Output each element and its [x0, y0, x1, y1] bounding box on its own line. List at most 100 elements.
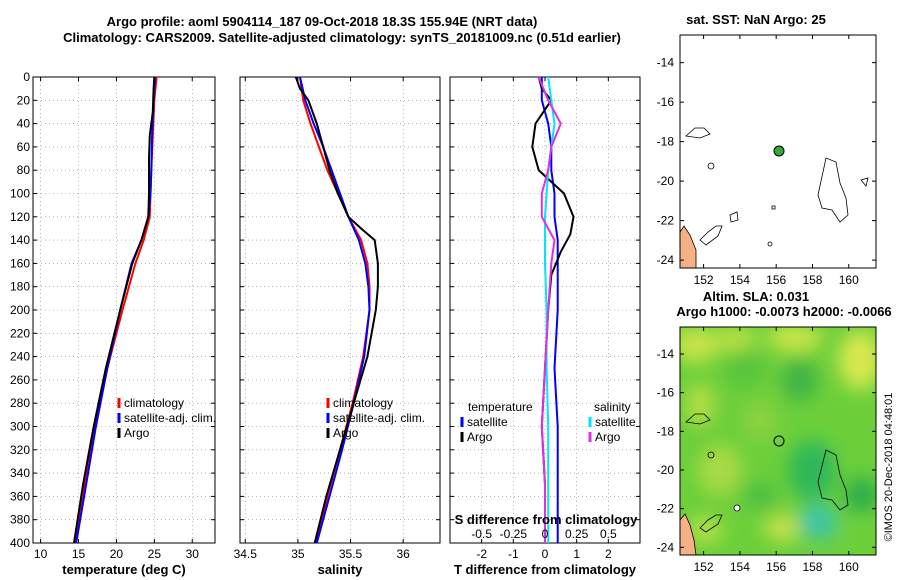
x-tick-label: 30: [186, 547, 200, 561]
legend-label: satellite-adj. clim.: [124, 411, 216, 425]
x-axis-label: salinity: [318, 562, 364, 577]
map-x-tick-label: 154: [730, 560, 750, 574]
x-tick-label: 2: [605, 547, 612, 561]
sst-coastlines: [680, 127, 869, 268]
map-y-tick-label: -24: [657, 540, 675, 554]
y-tick-label: 260: [10, 373, 30, 387]
sst-map-axes: 152 154 156 158 160 -14 -16 -18 -20 -22 -24: [657, 35, 876, 287]
y-tick-label: 320: [10, 443, 30, 457]
series-line-satellite-adj-clim-: [75, 76, 157, 544]
y-tick-label: 180: [10, 280, 30, 294]
y-tick-label: 140: [10, 233, 30, 247]
sst-reef-outline: [685, 127, 711, 139]
y-tick-label: 20: [17, 93, 31, 107]
legend-label: satellite: [595, 415, 636, 429]
s-tick-label: -0.5: [471, 527, 492, 541]
map-x-tick-label: 160: [839, 560, 859, 574]
map-x-tick-label: 160: [839, 273, 859, 287]
map-x-tick-label: 156: [766, 560, 786, 574]
legend-label: climatology: [333, 396, 393, 410]
series-line-argo: [294, 76, 379, 544]
series-line-s-argo: [537, 76, 562, 543]
map-x-tick-label: 156: [766, 273, 786, 287]
sst-reef-outline: [771, 205, 776, 210]
y-tick-label: 100: [10, 187, 30, 201]
sst-reef-outline: [860, 177, 869, 187]
x-tick-label: 25: [148, 547, 162, 561]
legend-label: satellite-adj. clim.: [333, 411, 425, 425]
x-axis-label: T difference from climatology: [454, 562, 637, 577]
sst-map-frame: [679, 34, 877, 269]
map-x-tick-label: 158: [802, 560, 822, 574]
y-tick-label: 220: [10, 326, 30, 340]
map-y-tick-label: -16: [657, 386, 675, 400]
legend-label: Argo: [467, 430, 493, 444]
map-y-tick-label: -20: [657, 174, 675, 188]
series-line-s-satellite: [544, 76, 556, 543]
series-line-argo: [73, 76, 156, 544]
legend-label: Argo: [333, 426, 359, 440]
map-x-tick-label: 158: [802, 273, 822, 287]
y-tick-label: 300: [10, 420, 30, 434]
y-tick-label: 380: [10, 513, 30, 527]
y-tick-label: 360: [10, 489, 30, 503]
y-tick-label: 0: [23, 70, 30, 84]
legend-label: satellite: [467, 415, 508, 429]
salinity-panel: 34.5 35 35.5 36 salinity climatologysatellite…: [234, 76, 441, 577]
sst-map: sat. SST: NaN Argo: 25 152 154 156 158 160 -1…: [657, 12, 877, 287]
y-tick-label: 120: [10, 210, 30, 224]
x-tick-label: -1: [508, 547, 519, 561]
map-x-tick-label: 154: [730, 273, 750, 287]
y-tick-label: 200: [10, 303, 30, 317]
y-tick-label: 160: [10, 256, 30, 270]
sst-reef-chesterfield: [817, 157, 849, 223]
map-y-tick-label: -16: [657, 95, 675, 109]
sla-map-axes: 152 154 156 158 160 -14 -16 -18 -20 -22 -24: [657, 327, 876, 574]
x-tick-label: 1: [573, 547, 580, 561]
map-y-tick-label: -22: [657, 502, 675, 516]
s-tick-label: 0.5: [600, 527, 617, 541]
sla-map-title: Altim. SLA: 0.031: [703, 289, 809, 304]
sst-reef-outline: [699, 225, 723, 246]
map-y-tick-label: -20: [657, 463, 675, 477]
sst-reef-outline: [767, 241, 773, 247]
map-y-tick-label: -18: [657, 135, 675, 149]
map-y-tick-label: -18: [657, 424, 675, 438]
sst-land-australia: [680, 225, 697, 268]
y-tick-label: 40: [17, 117, 31, 131]
legend-label: climatology: [124, 396, 184, 410]
copyright-timestamp: ©IMOS 20-Dec-2018 04:48:01: [883, 393, 895, 542]
series-line-satellite-adj-clim-: [299, 76, 371, 544]
y-tick-label: 280: [10, 396, 30, 410]
figure-title-line2: Climatology: CARS2009. Satellite-adjuste…: [63, 30, 621, 45]
y-tick-label: 340: [10, 466, 30, 480]
map-x-tick-label: 152: [694, 273, 714, 287]
x-tick-label: 34.5: [234, 547, 258, 561]
sla-map-frame: [679, 326, 877, 556]
map-y-tick-label: -24: [657, 253, 675, 267]
legend-label: Argo: [595, 430, 621, 444]
map-y-tick-label: -14: [657, 56, 675, 70]
s-tick-label: 0.25: [565, 527, 589, 541]
y-tick-label: 400: [10, 536, 30, 550]
figure-title-line1: Argo profile: aoml 5904114_187 09-Oct-20…: [107, 14, 538, 29]
s-tick-label: -0.25: [500, 527, 528, 541]
map-y-tick-label: -22: [657, 214, 675, 228]
difference-panel: -2 -1 0 1 2T difference from climatology temp…: [449, 76, 641, 577]
sla-field: [680, 327, 876, 555]
legend-label: Argo: [124, 426, 150, 440]
series-line-climatology: [299, 76, 371, 544]
sst-reef-outline: [707, 162, 715, 170]
x-tick-label: 15: [72, 547, 86, 561]
sst-reef-outline: [729, 211, 739, 223]
x-tick-label: 36: [396, 547, 410, 561]
x-tick-label: 20: [110, 547, 124, 561]
s-axis-label: S difference from climatology: [455, 512, 639, 527]
x-tick-label: -2: [476, 547, 487, 561]
sst-map-title: sat. SST: NaN Argo: 25: [686, 12, 826, 27]
x-axis-label: temperature (deg C): [62, 562, 186, 577]
x-tick-label: 0: [542, 547, 549, 561]
sla-argo-float-marker: [773, 435, 785, 447]
legend-title-temperature: temperature: [468, 400, 533, 414]
